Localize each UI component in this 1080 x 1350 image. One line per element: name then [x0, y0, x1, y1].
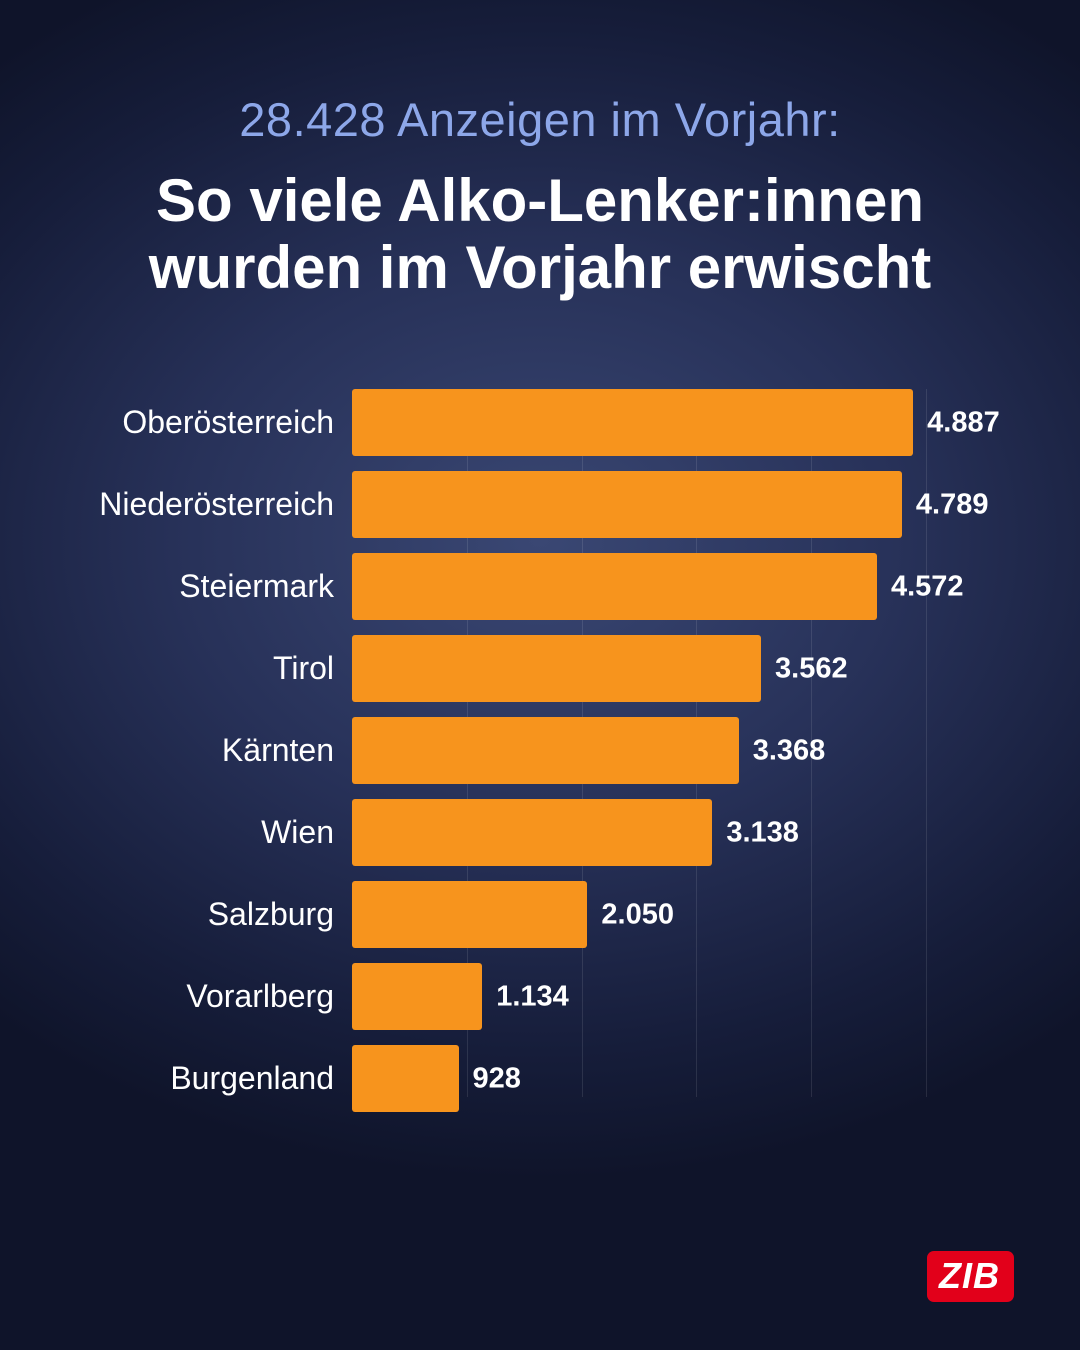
plot-area: 3.562: [352, 635, 1018, 703]
bar-chart: Oberösterreich 4.887 Niederösterreich 4.789…: [0, 389, 1080, 1113]
chart-row: Steiermark 4.572: [0, 553, 1018, 621]
value-label: 3.562: [775, 652, 848, 685]
chart-rows: Oberösterreich 4.887 Niederösterreich 4.789…: [0, 389, 1018, 1113]
value-label: 2.050: [601, 898, 674, 931]
category-label: Niederösterreich: [99, 486, 334, 523]
category-label: Kärnten: [221, 732, 334, 769]
header: 28.428 Anzeigen im Vorjahr: So viele Alk…: [0, 0, 1080, 301]
plot-area: 3.368: [352, 717, 1018, 785]
chart-row: Tirol 3.562: [0, 635, 1018, 703]
plot-area: 1.134: [352, 963, 1018, 1031]
category-label: Tirol: [272, 650, 334, 687]
bar: [352, 553, 877, 621]
bar: [352, 635, 762, 703]
gridline: [811, 389, 813, 1098]
value-label: 3.138: [726, 816, 799, 849]
chart-subtitle: 28.428 Anzeigen im Vorjahr:: [239, 93, 841, 146]
chart-title-line2: wurden im Vorjahr erwischt: [148, 234, 932, 302]
bar: [352, 881, 588, 949]
category-label: Oberösterreich: [122, 404, 334, 441]
plot-area: 4.572: [352, 553, 1018, 621]
category-label: Salzburg: [207, 896, 334, 933]
plot-area: 4.887: [352, 389, 1018, 457]
plot-area: 2.050: [352, 881, 1018, 949]
gridline: [926, 389, 928, 1098]
plot-area: 3.138: [352, 799, 1018, 867]
value-label: 4.572: [890, 570, 964, 603]
category-label: Wien: [261, 814, 334, 851]
chart-title-line1: So viele Alko-Lenker:innen: [156, 167, 924, 234]
chart-row: Niederösterreich 4.789: [0, 471, 1018, 539]
chart-row: Wien 3.138: [0, 799, 1018, 867]
category-label: Burgenland: [170, 1060, 334, 1097]
bar: [352, 799, 713, 867]
chart-title: So viele Alko-Lenker:innen wurden im Vor…: [0, 167, 1080, 301]
chart-row: Burgenland 928: [0, 1045, 1018, 1113]
chart-row: Salzburg 2.050: [0, 881, 1018, 949]
plot-area: 928: [352, 1045, 1018, 1113]
category-label: Steiermark: [179, 568, 334, 605]
chart-row: Kärnten 3.368: [0, 717, 1018, 785]
value-label: 1.134: [496, 980, 569, 1013]
plot-area: 4.789: [352, 471, 1018, 539]
chart-row: Oberösterreich 4.887: [0, 389, 1018, 457]
bar: [352, 963, 483, 1031]
bar: [352, 389, 914, 457]
bar: [352, 717, 739, 785]
value-label: 4.887: [927, 406, 1000, 439]
category-label: Vorarlberg: [186, 978, 334, 1015]
value-label: 928: [472, 1062, 521, 1095]
value-label: 4.789: [915, 488, 989, 521]
value-label: 3.368: [752, 734, 826, 767]
bar: [352, 1045, 459, 1113]
zib-logo: ZIB: [927, 1251, 1014, 1302]
chart-row: Vorarlberg 1.134: [0, 963, 1018, 1031]
bar: [352, 471, 902, 539]
